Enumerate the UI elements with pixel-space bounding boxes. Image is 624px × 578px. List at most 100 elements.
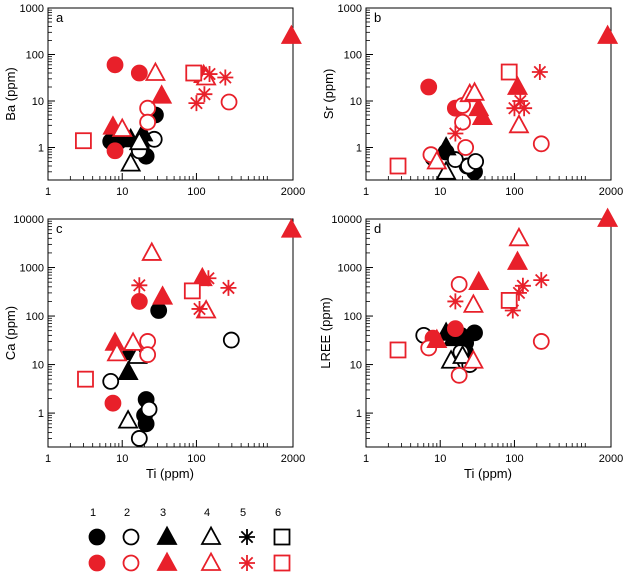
data-point-red-triangle (151, 84, 173, 104)
panel-d-xlabel: Ti (ppm) (464, 466, 512, 481)
data-point-black-triangle (120, 152, 142, 172)
x-tick-label: 1 (45, 453, 51, 465)
data-point-red-triangle (106, 342, 128, 362)
panel-c-letter: c (56, 221, 63, 236)
data-point-red-star (506, 100, 523, 117)
legend-marker-black-triangle (200, 525, 222, 545)
data-point-red-star (131, 277, 148, 294)
legend-marker-red-circle (88, 554, 106, 572)
panel-d-ylabel: LREE (ppm) (318, 297, 333, 369)
panel-a-letter: a (56, 10, 64, 25)
data-point-red-triangle (508, 226, 530, 247)
panel-b-y-ticks: 1 10 100 1000 (338, 3, 373, 173)
x-tick-label: 100 (505, 186, 523, 198)
panel-a-ylabel: Ba (ppm) (3, 67, 18, 120)
data-point-red-triangle (462, 293, 484, 313)
x-tick-label: 10 (116, 453, 128, 465)
panel-b: b Sr (ppm) 1 10 100 1000 1 10 100 2000 (321, 3, 623, 198)
data-point-black-triangle (128, 130, 150, 151)
data-point-red-circle (130, 293, 148, 310)
data-point-red-star (217, 69, 234, 86)
legend-number: 3 (160, 507, 166, 519)
data-point-red-square (185, 64, 203, 82)
data-point-red-square (389, 157, 407, 175)
data-point-red-circle (130, 64, 148, 82)
data-point-red-triangle (468, 270, 490, 291)
data-point-red-triangle (122, 331, 144, 351)
data-point-red-square (389, 341, 407, 359)
x-tick-label: 2000 (599, 186, 623, 198)
panel-c-y-ticks: 1 10 100 1000 10000 (13, 214, 55, 439)
data-point-red-triangle (597, 24, 619, 44)
legend-marker-red-square (273, 554, 291, 572)
legend-marker-red-star (239, 555, 255, 571)
data-point-black-triangle (442, 326, 464, 347)
panel-b-ylabel: Sr (ppm) (321, 69, 336, 120)
y-tick-label: 1 (356, 408, 362, 420)
legend-marker-black-triangle (156, 525, 178, 545)
y-tick-label: 10 (32, 360, 44, 372)
x-tick-label: 10 (434, 186, 446, 198)
y-tick-label: 1000 (338, 3, 362, 15)
data-point-red-triangle (141, 241, 163, 261)
data-point-red-triangle (426, 150, 448, 170)
legend-marker-red-triangle (156, 551, 178, 571)
y-tick-label: 10000 (13, 214, 44, 226)
y-tick-label: 1 (38, 408, 44, 420)
y-tick-label: 100 (26, 311, 44, 323)
data-point-black-circle (222, 331, 240, 349)
data-point-red-triangle (471, 105, 493, 126)
panel-c-frame (47, 218, 294, 448)
data-point-red-star (504, 302, 521, 319)
y-tick-label: 1 (38, 142, 44, 154)
data-point-red-circle (450, 275, 468, 293)
data-point-red-star (533, 272, 550, 289)
data-point-red-star (531, 64, 548, 81)
x-tick-label: 10 (434, 453, 446, 465)
data-point-red-circle (532, 333, 550, 350)
x-tick-label: 10 (116, 186, 128, 198)
data-point-red-star (200, 270, 217, 287)
legend-marker-red-circle (122, 554, 140, 572)
legend-number: 1 (90, 507, 96, 519)
y-tick-label: 1 (356, 142, 362, 154)
y-tick-label: 10 (32, 96, 44, 108)
panel-a-y-ticks: 1 10 100 1000 (20, 3, 55, 173)
data-point-red-triangle (152, 285, 174, 305)
y-tick-label: 1000 (20, 263, 44, 275)
data-point-black-circle (446, 151, 464, 168)
data-point-red-square (77, 370, 94, 388)
panel-c-x-ticks: 1 10 100 2000 (45, 440, 305, 465)
data-point-black-triangle (452, 344, 474, 364)
x-tick-label: 2000 (281, 186, 305, 198)
legend-marker-black-square (273, 528, 291, 546)
data-point-red-star (191, 300, 208, 317)
legend-marker-black-circle (122, 528, 140, 546)
y-tick-label: 10000 (331, 214, 362, 226)
data-point-red-star (447, 125, 464, 142)
panel-d-x-ticks: 1 10 100 2000 (363, 440, 623, 465)
panel-d-y-ticks: 1 10 100 1000 10000 (331, 214, 373, 439)
panel-d-points (389, 207, 619, 384)
y-tick-label: 1000 (20, 3, 44, 15)
data-point-red-star (510, 284, 527, 301)
x-tick-label: 1 (45, 186, 51, 198)
data-point-red-triangle (506, 250, 529, 270)
data-point-red-circle (450, 366, 468, 384)
data-point-red-circle (106, 142, 124, 160)
data-point-red-triangle (462, 349, 484, 369)
data-point-red-triangle (508, 113, 530, 134)
legend-number: 4 (204, 507, 210, 519)
panel-a: a Ba (ppm) 1 10 100 1000 1 10 100 2000 (3, 3, 305, 198)
data-point-red-star (447, 293, 464, 310)
data-point-red-square (75, 132, 92, 150)
legend-marker-red-triangle (200, 551, 222, 571)
data-point-red-circle (220, 93, 238, 111)
panel-b-x-ticks: 1 10 100 2000 (363, 173, 623, 198)
panel-c-ylabel: Ca (ppm) (3, 306, 18, 360)
data-point-black-circle (466, 324, 483, 342)
data-point-red-square (500, 292, 518, 309)
panel-a-x-ticks: 1 10 100 2000 (45, 173, 305, 198)
